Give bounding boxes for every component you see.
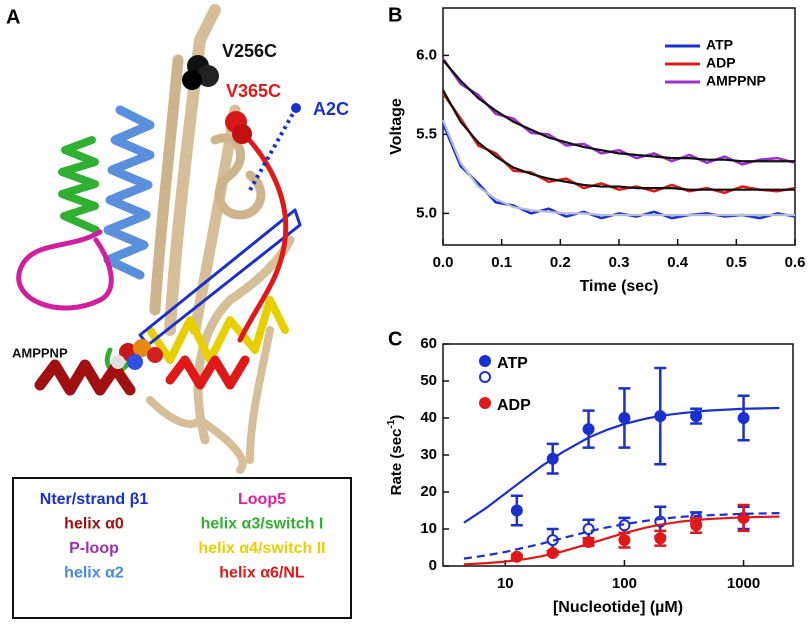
chart: B 5.0 5.5 6.0 0.0 0.1 0.2 0.3 0.4 0.5 0.6 Time (sec… <box>388 4 805 295</box>
data-point <box>737 412 750 424</box>
helix-a4 <box>146 296 289 364</box>
legend-marker <box>479 371 491 383</box>
data-point <box>690 519 703 532</box>
fit-line <box>463 406 780 524</box>
sphere <box>182 70 202 90</box>
legend-marker <box>479 397 491 409</box>
protein-structure <box>16 4 302 474</box>
legend-label: AMPPNP <box>706 73 766 89</box>
data-point <box>582 423 595 436</box>
key-entry: Nter/strand β1 <box>40 491 149 508</box>
x-tick-label: 10 <box>497 575 514 592</box>
key-box <box>12 477 352 619</box>
x-tick-label: 0.4 <box>667 254 689 271</box>
ligand <box>133 339 151 357</box>
key-entry: helix α2 <box>64 565 124 582</box>
y-tick-label: 6.0 <box>416 46 437 63</box>
key-entry: helix α0 <box>64 516 124 533</box>
legend-label: ATP <box>706 37 733 53</box>
dotted-link <box>248 107 298 191</box>
fit-line <box>441 119 795 217</box>
x-tick-label: 0.6 <box>785 254 806 271</box>
y-tick-label: 40 <box>420 409 437 426</box>
y-tick-label: 60 <box>420 335 437 352</box>
neck-linker <box>237 127 289 343</box>
y-tick-label: 20 <box>420 483 437 500</box>
sphere <box>232 124 252 144</box>
loop5 <box>16 229 114 311</box>
x-axis-label: [Nucleotide] (µM) <box>553 599 683 616</box>
residue-label: V256C <box>222 41 277 61</box>
legend-marker <box>479 355 491 367</box>
y-axis-label-part: Rate (sec <box>388 429 405 496</box>
x-tick-label: 0.3 <box>609 254 630 271</box>
x-tick-label: 0.1 <box>491 254 512 271</box>
helix <box>210 133 266 220</box>
data-point <box>510 504 523 517</box>
data-line <box>441 122 796 220</box>
panel-label: A <box>6 6 20 28</box>
helix-a2 <box>103 105 155 280</box>
chart: C 0 10 20 30 40 50 60 10 100 1000 [Nucleotide] (µM)… <box>386 328 794 616</box>
key-entry: P-loop <box>69 540 119 557</box>
fit-line <box>442 89 795 191</box>
sphere <box>197 65 219 87</box>
data-point <box>654 532 667 545</box>
y-axis-label: Rate (sec-1) <box>386 415 405 496</box>
plot-frame <box>442 7 796 246</box>
legend-label: ATP <box>497 355 528 372</box>
key-entry: helix α4/switch II <box>198 540 325 557</box>
panel-label: C <box>388 328 402 350</box>
fit-line <box>463 515 780 566</box>
key-entry: helix α6/NL <box>219 565 305 582</box>
charts: B 5.0 5.5 6.0 0.0 0.1 0.2 0.3 0.4 0.5 0.6 Time (sec… <box>386 4 806 616</box>
sphere <box>291 103 301 113</box>
strand <box>149 54 184 316</box>
ligand-label: AMPPNP <box>12 345 68 360</box>
x-tick-label: 1000 <box>727 575 760 592</box>
fit-line <box>442 59 795 163</box>
y-axis-label-part: ) <box>388 415 405 420</box>
helix-a3 <box>58 136 100 234</box>
y-tick-label: 50 <box>420 372 437 389</box>
helix-a6 <box>165 355 250 390</box>
legend-label: ADP <box>497 397 531 414</box>
x-tick-label: 0.2 <box>550 254 571 271</box>
residue-label: V365C <box>226 81 281 101</box>
key: Nter/strand β1 helix α0 P-loop helix α2 Loop… <box>40 491 326 582</box>
data-point <box>618 534 631 547</box>
ligand <box>111 355 125 369</box>
key-entry: Loop5 <box>238 491 286 508</box>
x-tick-label: 100 <box>612 575 637 592</box>
panel-label: B <box>388 4 402 26</box>
strand <box>189 104 241 336</box>
strand <box>193 235 295 445</box>
plot-frame <box>442 343 794 567</box>
x-tick-label: 0.0 <box>433 254 454 271</box>
y-tick-label: 5.0 <box>416 204 437 221</box>
key-entry: helix α3/switch I <box>201 516 324 533</box>
ligand <box>127 354 143 370</box>
legend-label: ADP <box>706 55 736 71</box>
y-tick-label: 10 <box>420 520 437 537</box>
y-tick-label: 30 <box>420 446 437 463</box>
residue-label: A2C <box>313 99 349 119</box>
y-axis-label: Voltage <box>388 98 405 155</box>
x-tick-label: 0.5 <box>726 254 747 271</box>
y-tick-label: 0 <box>429 557 437 574</box>
y-axis-label-part: -1 <box>386 419 397 428</box>
y-tick-label: 5.5 <box>416 125 437 142</box>
data-line <box>441 92 796 195</box>
data-point <box>618 412 631 424</box>
loop <box>146 326 274 474</box>
ligand <box>147 347 163 363</box>
fit-line <box>463 511 780 560</box>
x-axis-label: Time (sec) <box>580 278 659 295</box>
